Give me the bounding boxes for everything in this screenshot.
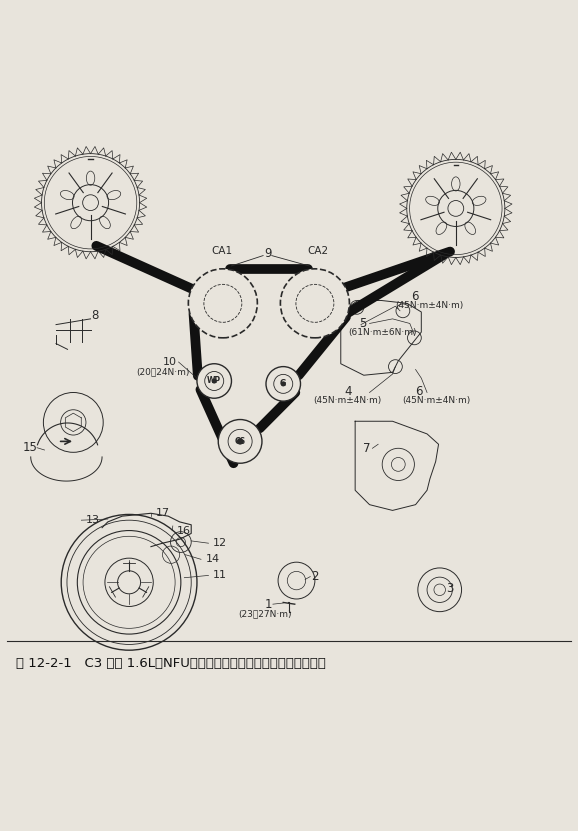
Circle shape [197,364,231,398]
Text: WP: WP [207,376,221,386]
Text: 4: 4 [345,385,353,398]
Text: (45N·m±4N·m): (45N·m±4N·m) [395,301,464,310]
Text: 9: 9 [264,247,272,260]
Text: CA1: CA1 [211,246,232,256]
Circle shape [83,194,98,210]
Text: 12: 12 [213,538,227,548]
Text: (23～27N·m): (23～27N·m) [238,609,291,618]
Text: 图 12-2-1   C3 轿车 1.6L（NFU）发动机正时皮带部件识别及紧固力矩: 图 12-2-1 C3 轿车 1.6L（NFU）发动机正时皮带部件识别及紧固力矩 [16,657,325,671]
Circle shape [448,200,464,216]
Text: (20～24N·m): (20～24N·m) [136,367,189,376]
Text: 6: 6 [411,290,418,303]
Text: G: G [280,380,286,388]
Text: 2: 2 [311,570,318,583]
Circle shape [188,268,257,338]
Text: 5: 5 [359,317,366,330]
Text: 3: 3 [447,582,454,594]
Circle shape [280,268,349,338]
Text: 17: 17 [155,509,170,519]
Text: 14: 14 [206,554,220,564]
Text: CA2: CA2 [307,246,328,256]
Circle shape [281,381,286,386]
Text: 1: 1 [264,597,272,611]
Text: 10: 10 [163,357,177,367]
Text: 13: 13 [86,515,100,525]
Circle shape [218,420,262,463]
Text: (45N·m±4N·m): (45N·m±4N·m) [313,396,381,405]
Text: 15: 15 [22,441,37,455]
Text: 16: 16 [177,525,191,535]
Circle shape [212,378,217,384]
Text: 8: 8 [91,309,99,322]
Circle shape [237,438,243,445]
Circle shape [266,366,301,401]
Text: (61N·m±6N·m): (61N·m±6N·m) [349,328,417,337]
Text: CS: CS [235,437,246,446]
Text: 11: 11 [213,570,227,580]
Text: 6: 6 [416,385,423,398]
Text: 7: 7 [363,442,370,455]
Text: (45N·m±4N·m): (45N·m±4N·m) [402,396,470,405]
